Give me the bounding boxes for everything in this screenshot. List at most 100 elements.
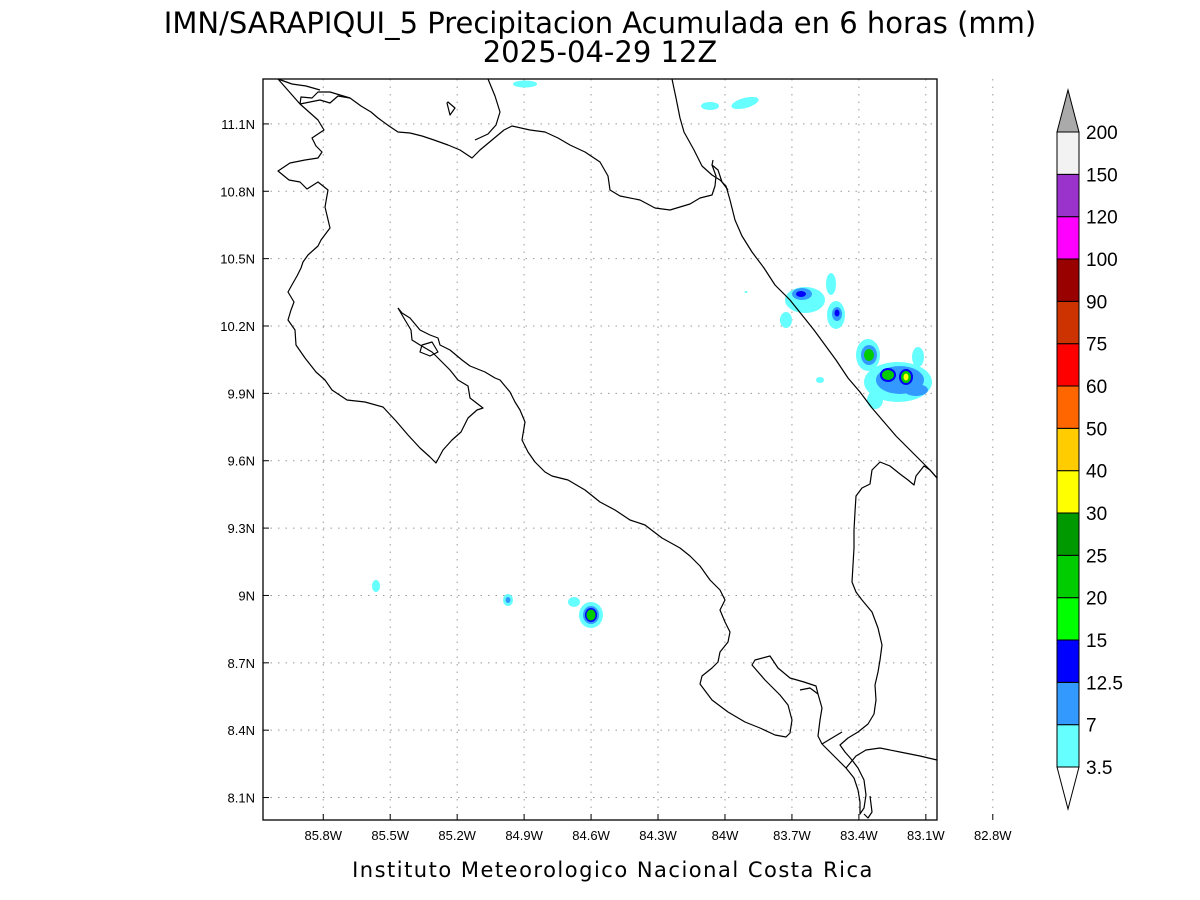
colorbar-swatch (1056, 470, 1080, 514)
precip-area-intense (586, 609, 596, 621)
x-tick-label: 85.2W (438, 828, 476, 843)
colorbar-level-label: 30 (1086, 504, 1107, 525)
y-tick-label: 8.1N (228, 791, 255, 806)
colorbar-level-label: 7 (1086, 716, 1097, 737)
x-tick-label: 85.5W (371, 828, 409, 843)
colorbar-level-label: 12.5 (1086, 673, 1123, 694)
x-tick-label: 85.8W (304, 828, 342, 843)
y-tick-label: 10.5N (220, 252, 255, 267)
caribbean-coastline (671, 78, 938, 479)
y-tick-label: 8.7N (228, 656, 255, 671)
precip-area-intense (882, 370, 894, 380)
colorbar-level-label: 150 (1086, 165, 1118, 186)
x-tick-label: 84W (712, 828, 739, 843)
precip-area-moderate (904, 384, 928, 396)
y-tick-label: 10.2N (220, 319, 255, 334)
precip-area-very-intense (903, 373, 909, 381)
lake-island (446, 101, 456, 116)
y-tick-label: 9N (238, 588, 255, 603)
coastlines-and-borders (277, 78, 938, 819)
colorbar-level-label: 40 (1086, 462, 1107, 483)
pacific-coastline-south (397, 307, 823, 745)
colorbar-swatch (1056, 597, 1080, 641)
precip-area-light (816, 377, 824, 383)
y-tick-label: 8.4N (228, 723, 255, 738)
gulf-island (419, 341, 439, 357)
lake-nicaragua-shore (474, 78, 501, 141)
precip-area-light (867, 391, 883, 409)
x-tick-label: 83.7W (773, 828, 811, 843)
colorbar-level-label: 20 (1086, 589, 1107, 610)
osa-inlet (799, 687, 819, 695)
colorbar-level-label: 25 (1086, 546, 1107, 567)
colorbar-level-label: 75 (1086, 335, 1107, 356)
colorbar-level-label: 3.5 (1086, 758, 1112, 779)
institution-footer: Instituto Meteorologico Nacional Costa R… (352, 858, 874, 882)
colorbar-swatch (1056, 427, 1080, 472)
precip-area-light (372, 580, 380, 592)
colorbar-level-label: 200 (1086, 123, 1118, 144)
map-subtitle-date: 2025-04-29 12Z (483, 35, 718, 69)
chiriqui-coast (845, 747, 938, 769)
x-tick-label: 83.4W (840, 828, 878, 843)
colorbar-level-label: 15 (1086, 631, 1107, 652)
map-frame (262, 78, 938, 821)
colorbar-swatch (1056, 639, 1080, 683)
precip-area-heavy (834, 309, 840, 317)
x-tick-label: 84.6W (572, 828, 610, 843)
precip-area-heavy (796, 291, 806, 297)
colorbar-swatch (1056, 131, 1080, 175)
lake-shore-west (277, 78, 321, 91)
san-juan-river-mouth (711, 164, 729, 191)
lake-shore-segment (299, 95, 351, 105)
colorbar-swatch (1056, 216, 1080, 260)
precip-area-light (912, 347, 924, 367)
map-title: IMN/SARAPIQUI_5 Precipitacion Acumulada … (164, 6, 1036, 40)
colorbar-level-label: 90 (1086, 292, 1107, 313)
colorbar-swatch (1056, 554, 1080, 599)
colorbar-swatch (1056, 343, 1080, 387)
precip-area-light (780, 312, 792, 328)
burica-tip (863, 795, 873, 819)
colorbar-level-label: 120 (1086, 208, 1118, 229)
y-tick-label: 11.1N (221, 117, 255, 132)
colorbar-max-arrow (1056, 88, 1080, 133)
panama-border (821, 461, 938, 815)
colorbar-legend: 3.5 7 12.5 15 20 25 30 40 50 60 75 90 100 120 150 200 (1056, 88, 1123, 811)
colorbar-swatch (1056, 724, 1080, 768)
precip-area-moderate (505, 597, 511, 603)
precip-area-light (701, 102, 719, 110)
x-tick-label: 84.3W (639, 828, 677, 843)
precipitation-shading (372, 80, 932, 628)
colorbar-swatch (1056, 173, 1080, 218)
precip-area-intense (864, 349, 874, 361)
colorbar-swatch (1056, 385, 1080, 429)
colorbar-swatch (1056, 512, 1080, 556)
y-tick-label: 10.8N (220, 184, 255, 199)
colorbar-level-label: 60 (1086, 377, 1107, 398)
colorbar-level-label: 50 (1086, 419, 1107, 440)
y-tick-label: 9.6N (228, 454, 255, 469)
y-tick-label: 9.9N (228, 386, 255, 401)
golfito-shore (821, 731, 843, 745)
nicaragua-border (299, 91, 717, 211)
map-panel: 85.8W 85.5W 85.2W 84.9W 84.6W 84.3W 84W 83.7W 83… (220, 78, 1012, 843)
x-tick-label: 83.1W (907, 828, 945, 843)
x-tick-label: 82.8W (974, 828, 1012, 843)
colorbar-min-arrow (1056, 766, 1080, 811)
pacific-coastline-north (277, 78, 484, 464)
y-tick-label: 9.3N (228, 521, 255, 536)
colorbar-swatch (1056, 681, 1080, 726)
colorbar-swatch (1056, 258, 1080, 302)
axis-ticks: 85.8W 85.5W 85.2W 84.9W 84.6W 84.3W 84W 83.7W 83… (220, 117, 1012, 843)
colorbar-level-label: 100 (1086, 250, 1118, 271)
precip-area-light (731, 96, 759, 110)
map-background (263, 79, 937, 820)
precip-area-light (744, 291, 748, 293)
colorbar-swatch (1056, 300, 1080, 345)
precip-area-light (826, 273, 836, 295)
precip-area-light (568, 597, 580, 607)
precip-area-light (513, 80, 537, 88)
x-tick-label: 84.9W (505, 828, 543, 843)
